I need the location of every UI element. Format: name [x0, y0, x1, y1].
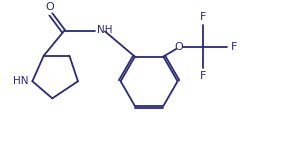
Text: O: O — [175, 42, 183, 52]
Text: F: F — [231, 42, 237, 52]
Text: NH: NH — [97, 25, 113, 35]
Text: HN: HN — [13, 76, 29, 86]
Text: O: O — [45, 2, 54, 12]
Text: F: F — [200, 12, 206, 22]
Text: F: F — [200, 71, 206, 81]
